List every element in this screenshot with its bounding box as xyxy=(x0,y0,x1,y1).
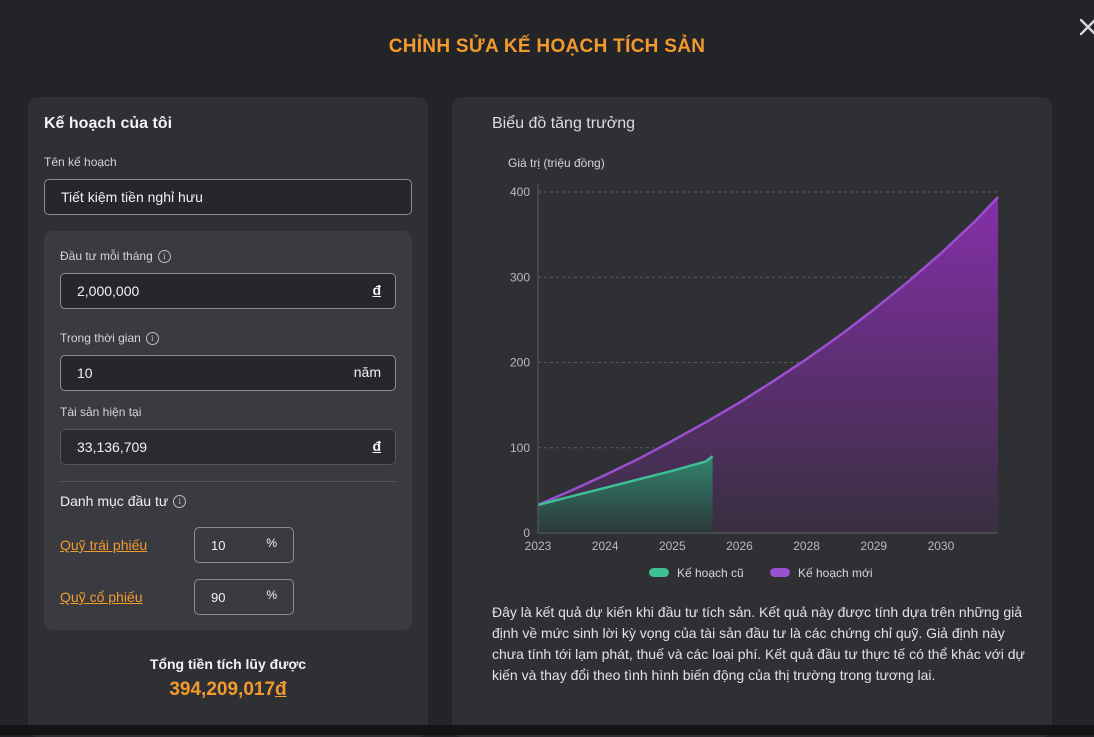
bond-fund-percent-field[interactable]: % xyxy=(194,527,294,563)
stock-fund-percent-field[interactable]: % xyxy=(194,579,294,615)
close-icon[interactable] xyxy=(1076,15,1094,39)
total-amount: 394,209,017 xyxy=(169,679,276,700)
info-icon[interactable]: i xyxy=(157,249,171,263)
info-icon[interactable]: i xyxy=(145,331,159,345)
portfolio-label: Danh mục đầu tư i xyxy=(60,493,187,509)
duration-input[interactable] xyxy=(61,356,395,390)
x-tick-label: 2028 xyxy=(793,539,820,553)
plan-heading: Kế hoạch của tôi xyxy=(44,115,173,132)
bottom-bar xyxy=(0,725,1094,735)
growth-panel: Biểu đồ tăng trưởng Giá trị (triệu đồng)… xyxy=(452,97,1052,737)
total-value: 394,209,017đ xyxy=(28,679,428,701)
plan-name-input[interactable] xyxy=(45,180,411,214)
currency-unit: đ xyxy=(372,282,381,298)
assets-input xyxy=(61,430,395,464)
series-area-1 xyxy=(538,197,998,533)
growth-heading: Biểu đồ tăng trưởng xyxy=(492,115,636,132)
x-tick-label: 2030 xyxy=(928,539,955,553)
bond-fund-link[interactable]: Quỹ trái phiếu xyxy=(60,537,148,553)
monthly-field[interactable]: đ xyxy=(60,273,396,309)
legend-swatch xyxy=(770,568,790,577)
modal-title: CHỈNH SỬA KẾ HOẠCH TÍCH SẢN xyxy=(388,36,706,57)
plan-name-field[interactable] xyxy=(44,179,412,215)
monthly-label: Đầu tư mỗi tháng i xyxy=(60,249,171,263)
total-label: Tổng tiền tích lũy được xyxy=(149,656,307,672)
legend-label: Kế hoạch cũ xyxy=(677,566,744,580)
y-tick-label: 300 xyxy=(510,270,530,284)
x-tick-label: 2029 xyxy=(860,539,887,553)
x-tick-label: 2025 xyxy=(659,539,686,553)
assets-label: Tài sản hiện tại xyxy=(60,405,142,419)
legend-swatch xyxy=(649,568,669,577)
percent-unit: % xyxy=(266,588,277,602)
series-line-1 xyxy=(537,196,999,507)
y-tick-label: 100 xyxy=(510,441,530,455)
y-axis-label: Giá trị (triệu đồng) xyxy=(508,156,605,170)
bond-fund-percent-input[interactable] xyxy=(195,528,293,562)
monthly-input[interactable] xyxy=(61,274,395,308)
legend-label: Kế hoạch mới xyxy=(798,566,873,580)
y-tick-label: 400 xyxy=(510,185,530,199)
assets-field: đ xyxy=(60,429,396,465)
plan-name-label: Tên kế hoạch xyxy=(44,155,117,169)
divider xyxy=(60,481,396,482)
x-tick-label: 2026 xyxy=(726,539,753,553)
percent-unit: % xyxy=(266,536,277,550)
duration-label: Trong thời gian i xyxy=(60,331,159,345)
series-line-0 xyxy=(537,455,714,507)
x-tick-label: 2023 xyxy=(525,539,552,553)
duration-field[interactable]: năm xyxy=(60,355,396,391)
stock-fund-percent-input[interactable] xyxy=(195,580,293,614)
growth-chart: Giá trị (triệu đồng) 0 100 200 300 400 2023 20… xyxy=(508,156,999,580)
years-unit: năm xyxy=(353,364,381,380)
total-currency: đ xyxy=(275,679,287,700)
plan-panel: Kế hoạch của tôi Tên kế hoạch Đầu tư mỗi… xyxy=(28,97,428,737)
currency-unit: đ xyxy=(372,438,381,454)
growth-description: Đây là kết quả dự kiến khi đầu tư tích s… xyxy=(492,604,1025,683)
series-area-0 xyxy=(538,456,713,533)
x-tick-label: 2024 xyxy=(592,539,619,553)
y-tick-label: 0 xyxy=(523,526,530,540)
info-icon[interactable]: i xyxy=(173,494,187,508)
stock-fund-link[interactable]: Quỹ cổ phiếu xyxy=(60,589,143,605)
y-tick-label: 200 xyxy=(510,356,530,370)
